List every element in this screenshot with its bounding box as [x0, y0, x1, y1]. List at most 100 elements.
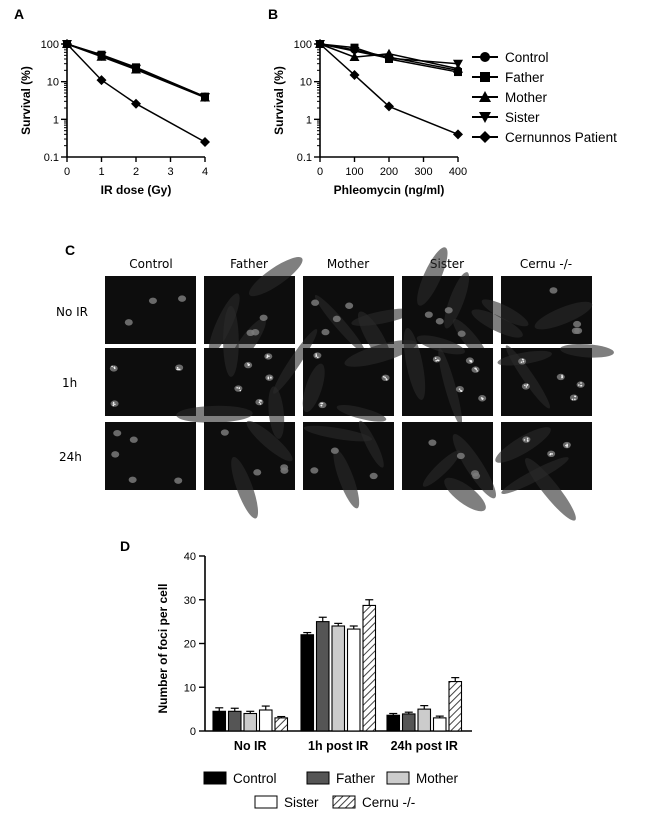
nucleus	[259, 314, 268, 321]
focus-dot	[469, 359, 471, 362]
cell-body	[403, 327, 426, 400]
focus-dot	[176, 366, 179, 369]
foci-bar-chart: 0 10 20 30 40 Number of foci per cell No IR 1h …	[156, 551, 472, 753]
nucleus	[321, 328, 330, 336]
focus-dot	[520, 361, 523, 363]
cell-body	[497, 350, 552, 366]
nucleus	[456, 452, 465, 460]
y-tick-label: 1	[53, 114, 59, 126]
y-tick-label: 100	[41, 39, 59, 51]
x-tick-label: 4	[202, 166, 208, 178]
cell-body	[268, 386, 285, 439]
focus-dot	[238, 387, 241, 390]
bar	[401, 713, 416, 732]
focus-dot	[476, 370, 478, 372]
cell-body	[351, 308, 414, 326]
legend-d-father: Father	[306, 771, 376, 786]
micrograph-row-label: 1h	[62, 376, 77, 390]
panel-letter-a: A	[14, 6, 24, 22]
nucleus	[569, 394, 578, 401]
bar	[331, 625, 346, 732]
focus-dot	[316, 356, 319, 359]
cell-body	[176, 405, 253, 423]
micrograph-tile	[497, 343, 614, 416]
x-tick-label: 400	[449, 166, 467, 178]
bar	[362, 604, 377, 732]
data-point	[384, 54, 394, 64]
focus-dot	[247, 362, 249, 365]
focus-dot	[320, 402, 322, 405]
bar	[417, 708, 432, 732]
nucleus	[345, 302, 354, 309]
micrograph-tile	[204, 386, 295, 519]
legend-ab-father: Father	[472, 70, 545, 85]
data-point	[453, 59, 463, 69]
legend-d-control: Control	[203, 771, 277, 786]
bar	[315, 621, 330, 732]
panel-letter-b: B	[268, 6, 278, 22]
cell-body	[444, 272, 470, 329]
category-label: 1h post IR	[308, 739, 368, 753]
data-point	[131, 98, 141, 109]
cell-body	[501, 457, 569, 494]
data-point	[349, 52, 360, 62]
series-line	[319, 43, 459, 136]
focus-dot	[470, 360, 473, 362]
legend-ab-label: Sister	[505, 110, 540, 125]
bar	[227, 710, 242, 732]
nucleus	[549, 287, 558, 294]
data-point	[96, 52, 107, 62]
legend-d-label: Sister	[284, 795, 319, 810]
focus-dot	[523, 439, 526, 441]
focus-dot	[114, 403, 116, 406]
micrograph-tile	[303, 420, 394, 509]
cell-body	[444, 477, 486, 512]
nucleus	[576, 381, 585, 388]
cell-body	[481, 299, 529, 327]
focus-dot	[561, 375, 563, 378]
nucleus	[111, 451, 120, 458]
x-tick-label: 1	[98, 166, 104, 178]
focus-dot	[259, 403, 262, 405]
nucleus	[571, 327, 580, 335]
y-tick-label: 100	[294, 39, 312, 51]
micrograph-tile	[105, 276, 196, 344]
data-point	[62, 39, 72, 49]
cell-body	[495, 427, 551, 463]
nucleus	[310, 467, 319, 474]
legend-d-label: Cernu -/-	[362, 795, 415, 810]
y-axis-label: Survival (%)	[19, 66, 33, 135]
micrograph-tile	[471, 276, 593, 344]
focus-dot	[435, 360, 438, 362]
micrograph-column-label: Control	[129, 257, 172, 271]
nucleus	[573, 320, 582, 328]
micrograph-grid: Control Father Mother Sister Cernu -/- N…	[56, 247, 614, 521]
focus-dot	[525, 386, 528, 388]
legend-d-cernu: Cernu -/-	[332, 795, 415, 810]
data-point	[131, 64, 141, 74]
micrograph-tile	[105, 348, 196, 416]
nucleus	[280, 464, 289, 471]
cell-body	[246, 420, 293, 462]
x-tick-label: 200	[380, 166, 398, 178]
cell-body	[438, 348, 463, 426]
nucleus	[522, 436, 531, 443]
micrograph-column-label: Father	[230, 257, 268, 271]
focus-dot	[320, 404, 323, 407]
focus-dot	[239, 389, 242, 392]
bar	[346, 628, 361, 732]
legend-d-label: Mother	[416, 771, 459, 786]
micrograph-background	[105, 348, 196, 416]
x-tick-label: 0	[317, 166, 323, 178]
focus-dot	[267, 377, 270, 380]
focus-dot	[527, 440, 529, 442]
data-point	[349, 70, 360, 81]
cell-body	[452, 434, 496, 499]
focus-dot	[580, 382, 582, 384]
y-tick-label: 40	[184, 551, 196, 563]
focus-dot	[434, 357, 437, 360]
y-tick-label: 10	[47, 77, 59, 89]
legend-ab-sister: Sister	[472, 110, 540, 125]
legend-ab-control: Control	[472, 50, 549, 65]
